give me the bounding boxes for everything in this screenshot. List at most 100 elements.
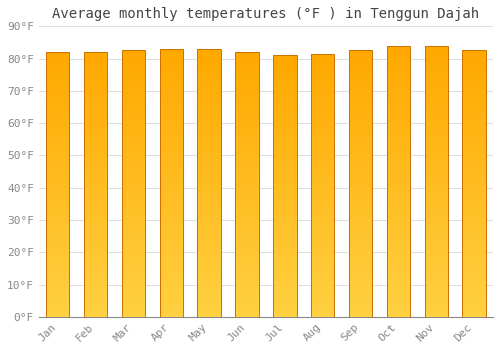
Bar [160, 313, 183, 317]
Bar [462, 67, 486, 70]
Bar [160, 246, 183, 250]
Bar [386, 144, 410, 147]
Bar [349, 130, 372, 134]
Bar [386, 296, 410, 300]
Bar [386, 249, 410, 252]
Bar [462, 140, 486, 144]
Bar [462, 97, 486, 100]
Bar [46, 125, 70, 128]
Bar [236, 310, 258, 314]
Bar [122, 303, 145, 307]
Bar [273, 85, 296, 88]
Bar [122, 157, 145, 160]
Bar [46, 168, 70, 171]
Bar [349, 50, 372, 317]
Bar [349, 227, 372, 230]
Bar [273, 65, 296, 68]
Bar [462, 210, 486, 214]
Bar [386, 46, 410, 317]
Bar [311, 231, 334, 235]
Bar [46, 191, 70, 194]
Bar [160, 146, 183, 149]
Bar [311, 119, 334, 123]
Bar [198, 203, 221, 206]
Bar [236, 121, 258, 125]
Bar [198, 196, 221, 200]
Bar [46, 132, 70, 135]
Bar [198, 133, 221, 136]
Bar [311, 254, 334, 258]
Bar [311, 234, 334, 238]
Bar [424, 154, 448, 158]
Bar [236, 314, 258, 317]
Bar [122, 147, 145, 150]
Bar [349, 207, 372, 210]
Bar [198, 243, 221, 246]
Bar [311, 294, 334, 297]
Bar [311, 228, 334, 231]
Bar [424, 171, 448, 174]
Bar [46, 148, 70, 151]
Bar [349, 260, 372, 264]
Bar [349, 240, 372, 244]
Bar [236, 89, 258, 92]
Bar [386, 208, 410, 212]
Bar [462, 300, 486, 303]
Bar [122, 253, 145, 257]
Bar [462, 233, 486, 237]
Bar [46, 75, 70, 78]
Bar [386, 63, 410, 66]
Bar [122, 107, 145, 110]
Bar [349, 284, 372, 287]
Bar [122, 54, 145, 57]
Bar [122, 164, 145, 167]
Bar [236, 271, 258, 274]
Bar [273, 68, 296, 72]
Bar [311, 152, 334, 156]
Bar [84, 138, 108, 141]
Bar [311, 182, 334, 185]
Bar [160, 156, 183, 159]
Bar [424, 276, 448, 280]
Bar [198, 303, 221, 307]
Bar [273, 55, 296, 317]
Bar [349, 287, 372, 290]
Bar [46, 211, 70, 214]
Bar [46, 208, 70, 211]
Bar [462, 84, 486, 87]
Bar [122, 137, 145, 140]
Bar [273, 160, 296, 163]
Bar [122, 220, 145, 224]
Bar [236, 161, 258, 164]
Bar [424, 300, 448, 303]
Bar [424, 144, 448, 147]
Bar [424, 239, 448, 242]
Bar [273, 196, 296, 199]
Bar [462, 293, 486, 297]
Bar [46, 294, 70, 297]
Bar [198, 199, 221, 203]
Bar [273, 232, 296, 235]
Bar [424, 280, 448, 283]
Bar [349, 307, 372, 310]
Bar [386, 256, 410, 259]
Bar [273, 134, 296, 137]
Bar [349, 174, 372, 177]
Bar [462, 257, 486, 260]
Bar [160, 270, 183, 273]
Bar [386, 154, 410, 158]
Bar [462, 273, 486, 277]
Bar [311, 146, 334, 149]
Bar [273, 294, 296, 297]
Bar [386, 76, 410, 79]
Bar [46, 98, 70, 102]
Bar [349, 197, 372, 200]
Bar [122, 237, 145, 240]
Bar [236, 102, 258, 105]
Bar [198, 216, 221, 220]
Bar [198, 99, 221, 103]
Bar [236, 274, 258, 277]
Bar [424, 46, 448, 317]
Bar [273, 78, 296, 82]
Bar [160, 139, 183, 143]
